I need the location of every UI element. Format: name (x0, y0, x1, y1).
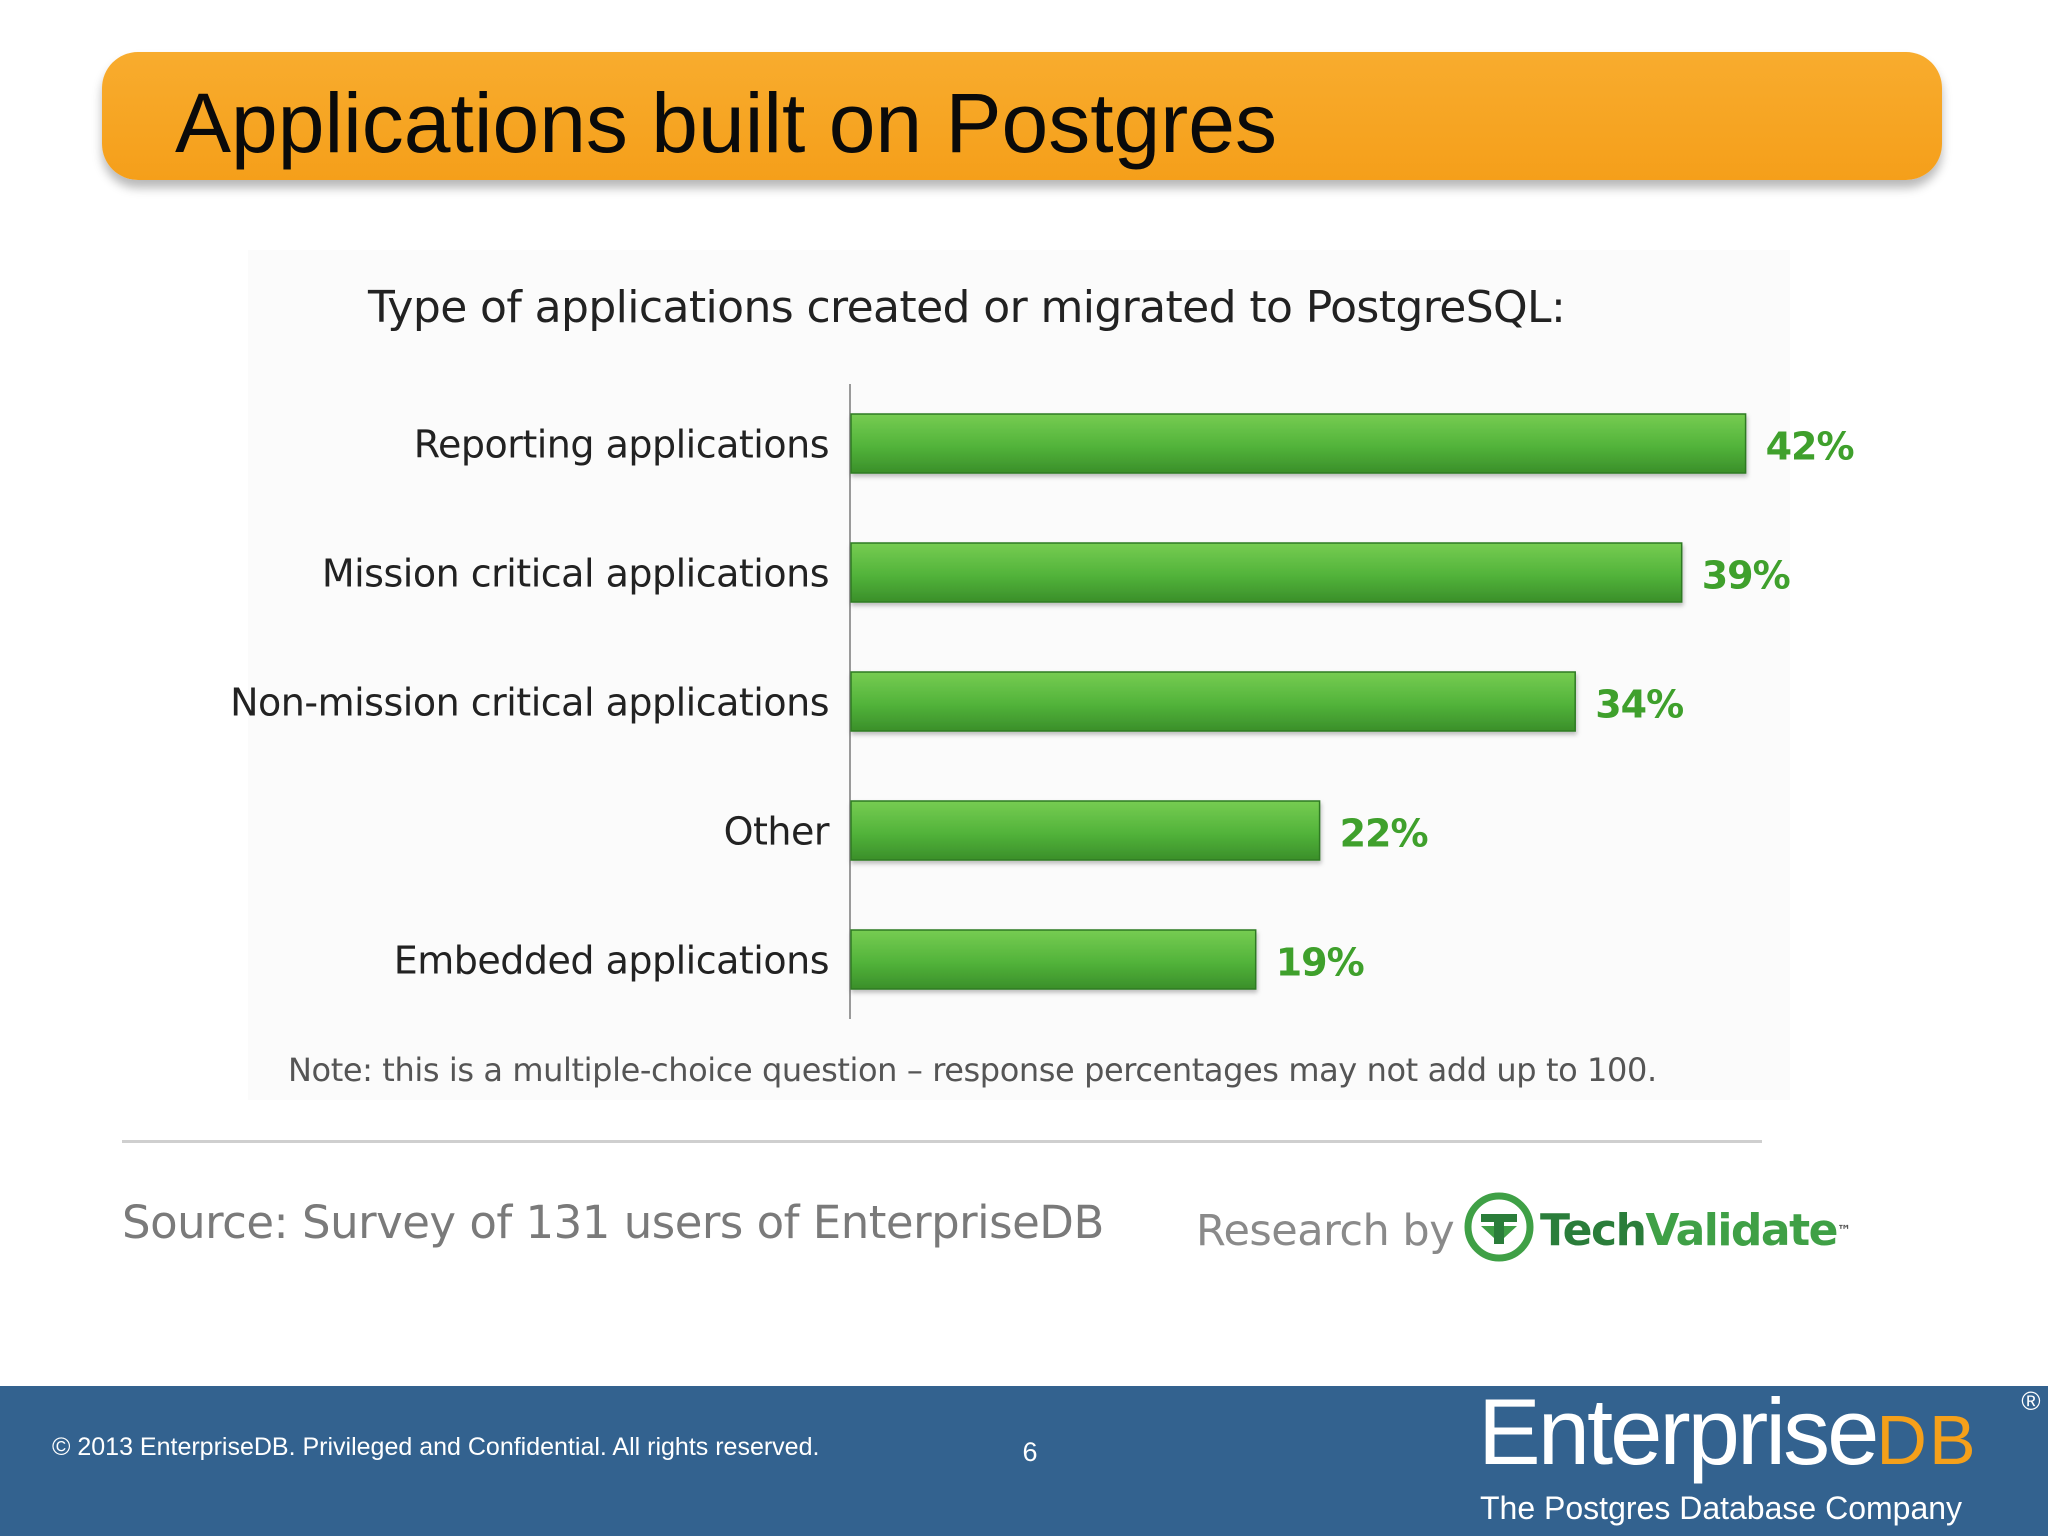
copyright-text: © 2013 EnterpriseDB. Privileged and Conf… (52, 1433, 820, 1461)
logo-db: DB (1876, 1401, 1978, 1479)
logo-tagline: The Postgres Database Company (1480, 1490, 1963, 1526)
enterprisedb-logo: EnterpriseDB (1478, 1382, 1998, 1482)
value-label-1: 39% (1702, 554, 1790, 598)
category-label-2: Non-mission critical applications (230, 681, 829, 725)
page-number: 6 (1022, 1437, 1038, 1467)
bar-3 (850, 800, 1321, 861)
category-label-0: Reporting applications (414, 423, 829, 467)
category-label-3: Other (724, 810, 830, 854)
chart-note: Note: this is a multiple-choice question… (288, 1051, 1657, 1089)
techvalidate-brand: TechValidate™ (1540, 1204, 1851, 1258)
value-label-2: 34% (1595, 683, 1683, 727)
category-label-4: Embedded applications (394, 939, 829, 983)
bar-1 (850, 542, 1683, 603)
techvalidate-logo-icon (1464, 1192, 1534, 1262)
value-label-3: 22% (1340, 812, 1428, 856)
bar-2 (850, 671, 1576, 732)
value-label-4: 19% (1276, 941, 1364, 985)
value-label-0: 42% (1766, 425, 1854, 469)
slide-title: Applications built on Postgres (175, 76, 1277, 170)
techvalidate-trademark: ™ (1837, 1223, 1851, 1239)
bar-0 (850, 413, 1747, 474)
bar-4 (850, 929, 1257, 990)
category-label-1: Mission critical applications (322, 552, 829, 596)
divider (122, 1140, 1762, 1143)
title-banner (102, 52, 1942, 180)
logo-enterprise: Enterprise (1478, 1379, 1879, 1484)
footer-bar (0, 1386, 2048, 1536)
registered-mark: ® (2021, 1386, 2041, 1416)
source-text: Source: Survey of 131 users of Enterpris… (122, 1196, 1104, 1249)
techvalidate-brand-tech: Tech (1540, 1205, 1647, 1256)
chart-title: Type of applications created or migrated… (368, 282, 1566, 333)
techvalidate-brand-validate: Validate (1645, 1205, 1838, 1256)
research-by-label: Research by (1196, 1206, 1455, 1256)
